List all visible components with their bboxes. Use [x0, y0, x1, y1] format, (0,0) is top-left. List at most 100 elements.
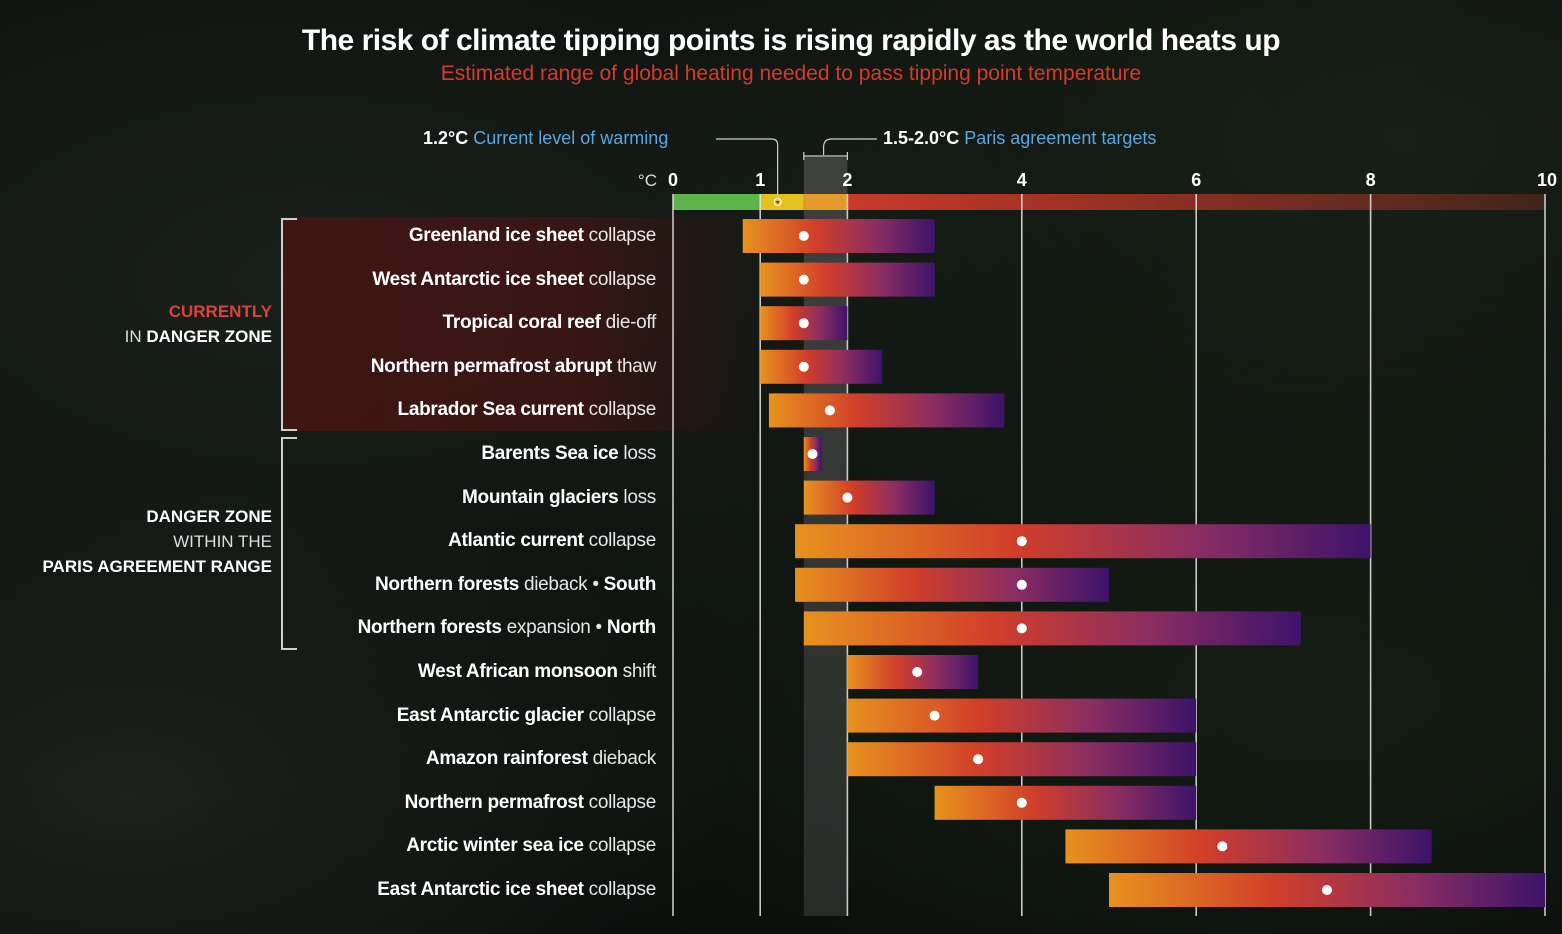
range-bar-row [760, 349, 883, 384]
central-estimate-dot [1322, 885, 1332, 895]
central-estimate-dot [798, 231, 809, 241]
scale-band-0 [673, 194, 761, 210]
tick-label-1: 1 [755, 170, 765, 190]
range-bar [934, 785, 1197, 820]
range-bar [742, 219, 935, 253]
row-label: Amazon rainforest dieback [426, 748, 656, 770]
row-label-subject: Barents Sea ice [481, 443, 619, 464]
group-label-paris-danger: DANGER ZONE WITHIN THE PARIS AGREEMENT R… [42, 504, 272, 579]
group-current-line1: CURRENTLY [168, 302, 272, 321]
group-current-line2: IN DANGER ZONE [124, 327, 272, 346]
central-estimate-dot [798, 318, 809, 329]
range-bar [803, 480, 935, 515]
row-label-effect: collapse [583, 879, 657, 900]
row-label: Atlantic current collapse [448, 530, 656, 552]
range-bar-row [803, 611, 1301, 646]
row-label-subject: Northern forests [374, 573, 519, 595]
current-danger-zone-highlight [282, 217, 762, 431]
range-bar-row [803, 480, 935, 515]
chart-title: The risk of climate tipping points is ri… [301, 24, 1281, 57]
row-label-effect: collapse [583, 268, 657, 290]
row-label-effect: shift [617, 661, 657, 682]
range-bar-row [803, 437, 822, 471]
range-bar [795, 567, 1109, 602]
axis-unit-label: °C [638, 171, 657, 190]
central-estimate-dot [929, 710, 940, 721]
row-label: East Antarctic glacier collapse [396, 704, 657, 727]
row-label-effect: collapse [583, 530, 657, 552]
row-label: Labrador Sea current collapse [397, 399, 657, 421]
row-label-subject: East Antarctic ice sheet [377, 879, 584, 900]
central-estimate-dot [973, 754, 984, 765]
row-label-subject: Tropical coral reef [442, 312, 601, 334]
row-label-subject: East Antarctic glacier [396, 704, 584, 726]
central-estimate-dot [798, 361, 809, 372]
row-label: West Antarctic ice sheet collapse [372, 269, 656, 291]
tick-label-2: 2 [842, 170, 852, 190]
row-label-effect: expansion • [501, 617, 603, 639]
row-label-subject: Arctic winter sea ice [406, 835, 584, 857]
central-estimate-dot [1016, 623, 1027, 634]
row-label-region: North [601, 617, 656, 639]
scale-band-1 [760, 194, 804, 210]
row-label: Northern permafrost abrupt thaw [370, 355, 657, 378]
central-estimate-dot [798, 274, 809, 285]
range-bar [1065, 829, 1432, 864]
row-label: Arctic winter sea ice collapse [406, 835, 656, 857]
group-paris-line3: PARIS AGREEMENT RANGE [42, 557, 272, 576]
tick-label-6: 6 [1191, 170, 1201, 190]
row-label-effect: collapse [583, 704, 657, 726]
range-bar [760, 349, 883, 384]
range-bar [760, 262, 935, 297]
row-label-effect: loss [618, 443, 656, 464]
current-warming-value: 1.2°C [423, 128, 469, 148]
range-bar [847, 742, 1197, 777]
central-estimate-dot [1217, 841, 1228, 852]
paris-target-value: 1.5-2.0°C [883, 128, 960, 148]
paris-target-annotation: 1.5-2.0°C Paris agreement targets [883, 128, 1156, 149]
current-warming-marker-center [776, 200, 779, 204]
paris-connector [823, 138, 877, 155]
row-label: Northern permafrost collapse [405, 791, 657, 814]
row-label-effect: collapse [583, 399, 657, 421]
range-bar-row [795, 524, 1371, 559]
range-bar [795, 524, 1371, 559]
row-label-subject: Labrador Sea current [397, 399, 584, 421]
scale-band-2 [803, 194, 848, 210]
row-label-subject: Northern permafrost abrupt [370, 355, 613, 377]
bracket-paris-danger [281, 437, 297, 650]
range-bar-row [934, 785, 1197, 820]
row-label: Mountain glaciers loss [462, 487, 656, 509]
bracket-current-danger [281, 218, 297, 431]
range-bar-row [795, 567, 1109, 602]
tick-label-10: 10 [1537, 170, 1557, 190]
row-label-subject: Northern forests [357, 617, 502, 639]
current-warming-text: Current level of warming [473, 128, 669, 148]
range-bar-row [768, 393, 1005, 428]
row-label-effect: dieback [587, 748, 657, 770]
current-warming-annotation: 1.2°C Current level of warming [423, 128, 668, 149]
chart-subtitle: Estimated range of global heating needed… [440, 62, 1142, 85]
central-estimate-dot [1016, 536, 1027, 547]
row-label-effect: loss [618, 486, 656, 508]
tick-label-8: 8 [1366, 170, 1376, 190]
range-bar [768, 393, 1005, 428]
row-label-subject: West African monsoon [417, 661, 618, 682]
range-bar [847, 698, 1197, 733]
central-estimate-dot [842, 492, 853, 503]
row-label-effect: collapse [583, 835, 657, 857]
row-label-effect: collapse [583, 791, 657, 813]
row-label-region: South [598, 573, 657, 595]
range-bar-row [847, 698, 1197, 733]
tick-label-4: 4 [1017, 170, 1027, 190]
row-label-effect: die-off [600, 312, 657, 334]
paris-range-bracket [803, 152, 848, 160]
central-estimate-dot [807, 449, 818, 459]
row-label-effect: thaw [612, 355, 656, 377]
range-bar-row [847, 655, 979, 689]
central-estimate-dot [1016, 797, 1027, 808]
current-warming-connector [716, 138, 779, 199]
row-label-subject: Greenland ice sheet [408, 225, 584, 246]
range-bar-row [1109, 873, 1545, 907]
